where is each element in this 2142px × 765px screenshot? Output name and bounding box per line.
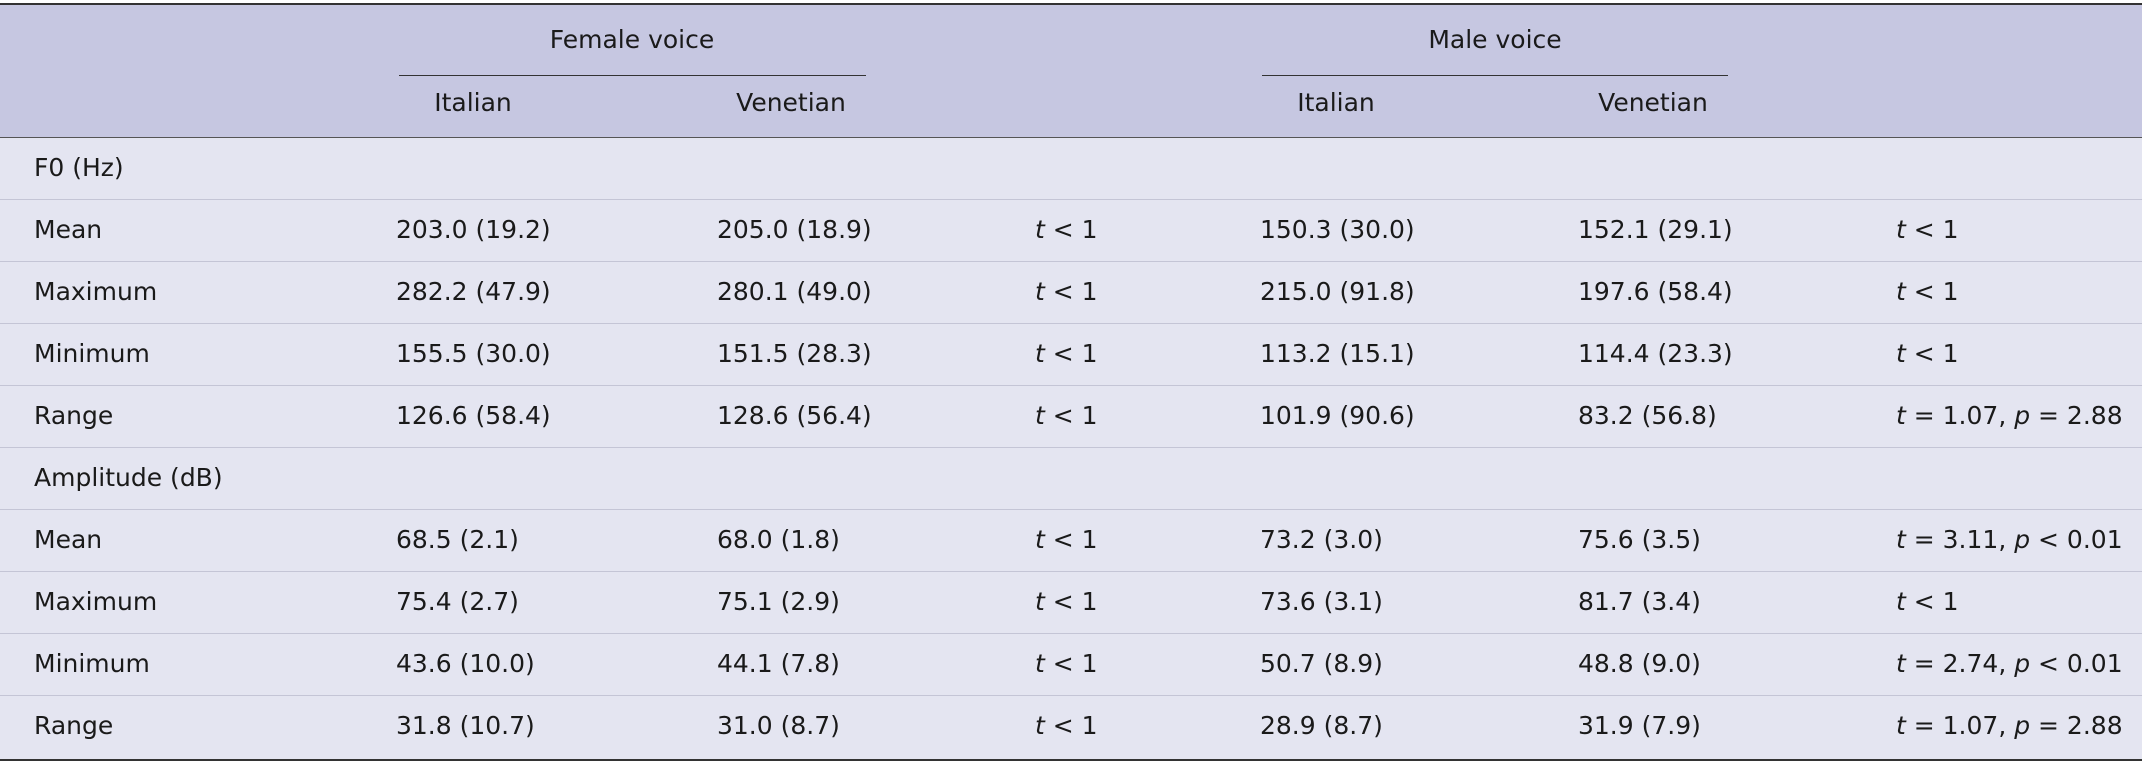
cell: 128.6 (56.4): [717, 401, 872, 430]
row-separator: [0, 571, 2142, 572]
cell: t < 1: [1896, 587, 1959, 616]
cell: 44.1 (7.8): [717, 649, 840, 678]
cell: t = 1.07, p = 2.88: [1896, 401, 2123, 430]
row-separator: [0, 199, 2142, 200]
cell: 81.7 (3.4): [1578, 587, 1701, 616]
cell: 48.8 (9.0): [1578, 649, 1701, 678]
cell: 31.8 (10.7): [396, 711, 535, 740]
cell: 31.0 (8.7): [717, 711, 840, 740]
row-label: Minimum: [34, 339, 150, 368]
cell: 282.2 (47.9): [396, 277, 551, 306]
cell: 280.1 (49.0): [717, 277, 872, 306]
cell: t < 1: [1035, 339, 1098, 368]
cell: t = 3.11, p < 0.01: [1896, 525, 2123, 554]
cell: 205.0 (18.9): [717, 215, 872, 244]
row-label: Maximum: [34, 587, 158, 616]
cell: 43.6 (10.0): [396, 649, 535, 678]
cell: 113.2 (15.1): [1260, 339, 1415, 368]
cell: 31.9 (7.9): [1578, 711, 1701, 740]
cell: t < 1: [1035, 277, 1098, 306]
cell: t = 2.74, p < 0.01: [1896, 649, 2123, 678]
row-separator: [0, 385, 2142, 386]
cell: 152.1 (29.1): [1578, 215, 1733, 244]
section-title: F0 (Hz): [34, 153, 124, 182]
table-header: [0, 3, 2142, 139]
row-separator: [0, 633, 2142, 634]
table-body: [0, 137, 2142, 761]
cell: 68.5 (2.1): [396, 525, 519, 554]
cell: t < 1: [1035, 711, 1098, 740]
cell: t < 1: [1896, 215, 1959, 244]
row-separator: [0, 447, 2142, 448]
cell: 126.6 (58.4): [396, 401, 551, 430]
cell: 215.0 (91.8): [1260, 277, 1415, 306]
cell: 151.5 (28.3): [717, 339, 872, 368]
cell: 73.6 (3.1): [1260, 587, 1383, 616]
group-header: Female voice: [549, 25, 715, 54]
section-title: Amplitude (dB): [34, 463, 223, 492]
cell: 114.4 (23.3): [1578, 339, 1733, 368]
cell: 68.0 (1.8): [717, 525, 840, 554]
cell: t < 1: [1035, 525, 1098, 554]
cell: t < 1: [1035, 649, 1098, 678]
row-separator: [0, 695, 2142, 696]
row-label: Range: [34, 401, 114, 430]
cell: 73.2 (3.0): [1260, 525, 1383, 554]
cell: t < 1: [1035, 401, 1098, 430]
cell: 150.3 (30.0): [1260, 215, 1415, 244]
column-header: Italian: [434, 88, 512, 117]
row-label: Minimum: [34, 649, 150, 678]
cell: 28.9 (8.7): [1260, 711, 1383, 740]
cell: 83.2 (56.8): [1578, 401, 1717, 430]
row-label: Range: [34, 711, 114, 740]
group-header: Male voice: [1428, 25, 1562, 54]
cell: 75.6 (3.5): [1578, 525, 1701, 554]
row-separator: [0, 261, 2142, 262]
group-rule: [1262, 75, 1728, 76]
cell: 197.6 (58.4): [1578, 277, 1733, 306]
cell: 101.9 (90.6): [1260, 401, 1415, 430]
row-separator: [0, 509, 2142, 510]
cell: 50.7 (8.9): [1260, 649, 1383, 678]
cell: 203.0 (19.2): [396, 215, 551, 244]
column-header: Venetian: [1598, 88, 1708, 117]
cell: t < 1: [1035, 587, 1098, 616]
cell: 75.4 (2.7): [396, 587, 519, 616]
cell: 75.1 (2.9): [717, 587, 840, 616]
cell: t < 1: [1896, 339, 1959, 368]
row-label: Mean: [34, 525, 103, 554]
cell: 155.5 (30.0): [396, 339, 551, 368]
row-label: Maximum: [34, 277, 158, 306]
cell: t < 1: [1896, 277, 1959, 306]
column-header: Italian: [1297, 88, 1375, 117]
column-header: Venetian: [736, 88, 846, 117]
cell: t = 1.07, p = 2.88: [1896, 711, 2123, 740]
group-rule: [399, 75, 866, 76]
row-separator: [0, 323, 2142, 324]
row-label: Mean: [34, 215, 103, 244]
cell: t < 1: [1035, 215, 1098, 244]
